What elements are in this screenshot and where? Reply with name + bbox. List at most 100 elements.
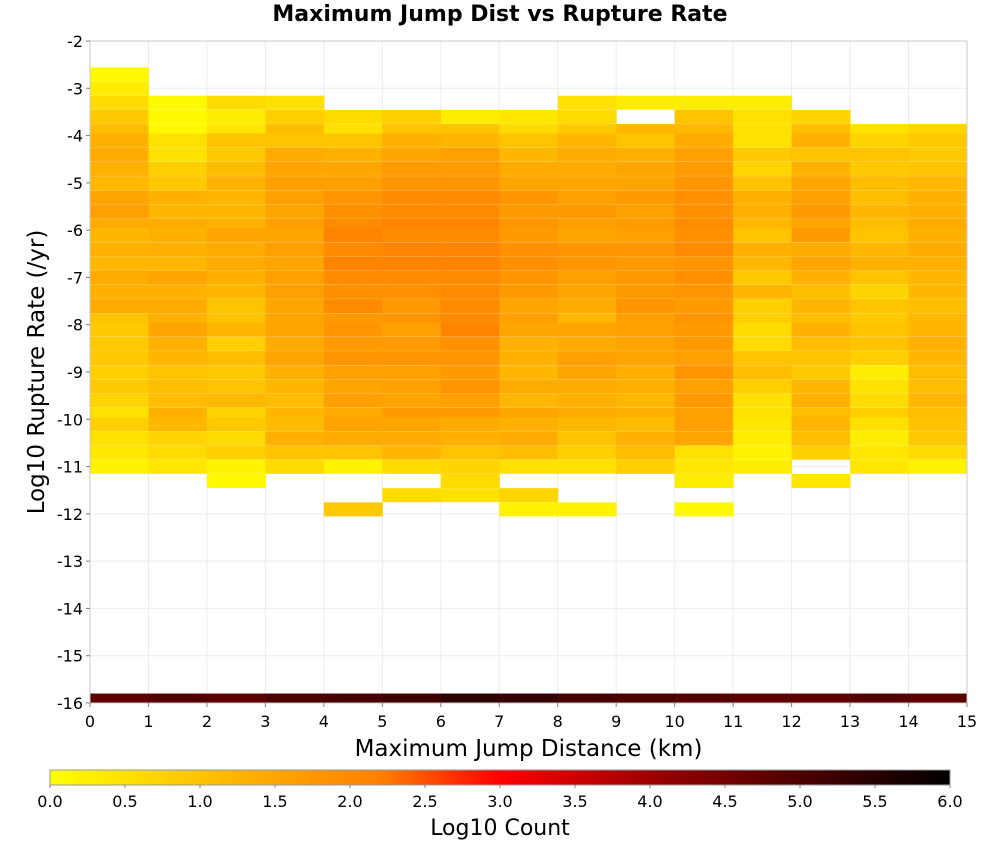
heatmap-cell xyxy=(791,242,851,257)
heatmap-cell xyxy=(90,336,149,351)
heatmap-cell xyxy=(499,242,559,257)
heatmap-cell xyxy=(557,147,617,162)
heatmap-cell xyxy=(90,299,149,314)
heatmap-cell xyxy=(90,393,149,408)
heatmap-cell xyxy=(440,445,500,460)
heatmap-cell xyxy=(90,133,149,148)
heatmap-cell xyxy=(733,379,793,394)
heatmap-cell xyxy=(733,190,793,205)
heatmap-cell xyxy=(850,133,910,148)
heatmap-cell xyxy=(733,147,793,162)
y-tick-label: -6 xyxy=(67,221,83,240)
heatmap-cell xyxy=(265,284,325,299)
heatmap-cell xyxy=(206,147,266,162)
heatmap-cell xyxy=(206,299,266,314)
heatmap-cell xyxy=(499,379,559,394)
heatmap-cell xyxy=(791,161,851,176)
heatmap-cell xyxy=(791,284,851,299)
x-tick-label: 4 xyxy=(319,712,329,731)
heatmap-cell xyxy=(850,228,910,243)
heatmap-cell xyxy=(616,299,676,314)
x-tick-label: 0 xyxy=(85,712,95,731)
heatmap-cell xyxy=(557,161,617,176)
heatmap-cell xyxy=(557,322,617,337)
heatmap-cell xyxy=(206,365,266,380)
heatmap-cell xyxy=(791,270,851,285)
heatmap-cell xyxy=(616,379,676,394)
heatmap-cell xyxy=(499,204,559,219)
heatmap-cell xyxy=(850,417,910,432)
heatmap-cell xyxy=(908,190,968,205)
heatmap-cell xyxy=(90,351,149,366)
heatmap-cell xyxy=(440,393,500,408)
colorbar-tick-label: 3.0 xyxy=(487,792,512,811)
heatmap-cell-baseline xyxy=(674,693,734,703)
heatmap-cell xyxy=(791,431,851,446)
heatmap-cell xyxy=(557,445,617,460)
heatmap-cell xyxy=(616,284,676,299)
heatmap-cell xyxy=(382,190,442,205)
heatmap-cell xyxy=(908,161,968,176)
heatmap-cell xyxy=(908,393,968,408)
heatmap-cell xyxy=(148,365,208,380)
y-tick-label: -12 xyxy=(57,505,83,524)
heatmap-cell xyxy=(265,109,325,124)
heatmap-cell xyxy=(499,109,559,124)
heatmap-cell xyxy=(90,204,149,219)
heatmap-cell xyxy=(90,109,149,124)
heatmap-cell xyxy=(382,379,442,394)
heatmap-cell xyxy=(850,393,910,408)
heatmap-cell xyxy=(148,204,208,219)
heatmap-cell xyxy=(908,431,968,446)
heatmap-cell xyxy=(499,488,559,503)
heatmap-cell xyxy=(557,284,617,299)
heatmap-cell xyxy=(440,365,500,380)
heatmap-cell xyxy=(908,133,968,148)
heatmap-cell xyxy=(850,270,910,285)
heatmap-cell xyxy=(791,365,851,380)
heatmap-cell xyxy=(323,299,383,314)
heatmap-cell xyxy=(440,133,500,148)
heatmap-cell xyxy=(733,459,793,474)
heatmap-cell xyxy=(733,176,793,191)
heatmap-cell xyxy=(90,95,149,110)
heatmap-cell xyxy=(791,190,851,205)
heatmap-cell xyxy=(206,417,266,432)
heatmap-cell xyxy=(908,242,968,257)
heatmap-cell xyxy=(323,417,383,432)
heatmap-cell xyxy=(323,365,383,380)
x-tick-label: 2 xyxy=(202,712,212,731)
x-tick-label: 5 xyxy=(377,712,387,731)
heatmap-cell xyxy=(850,322,910,337)
heatmap-cell xyxy=(323,176,383,191)
heatmap-cell xyxy=(148,95,208,110)
heatmap-cell xyxy=(499,445,559,460)
heatmap-cell xyxy=(382,488,442,503)
heatmap-cell xyxy=(674,133,734,148)
heatmap-cell xyxy=(148,379,208,394)
heatmap-cell xyxy=(206,351,266,366)
heatmap-cell xyxy=(206,109,266,124)
heatmap-cell xyxy=(499,228,559,243)
heatmap-cell xyxy=(733,431,793,446)
heatmap-cell xyxy=(323,109,383,124)
colorbar-tick-label: 2.5 xyxy=(412,792,437,811)
heatmap-cell xyxy=(206,393,266,408)
heatmap-cell xyxy=(265,190,325,205)
heatmap-cell xyxy=(148,284,208,299)
heatmap-cell xyxy=(148,228,208,243)
heatmap-cell xyxy=(382,459,442,474)
heatmap-cell xyxy=(733,351,793,366)
heatmap-cell xyxy=(382,242,442,257)
x-tick-label: 12 xyxy=(781,712,801,731)
heatmap-cell xyxy=(674,95,734,110)
y-tick-label: -9 xyxy=(67,363,83,382)
colorbar-tick-label: 5.5 xyxy=(862,792,887,811)
heatmap-cell xyxy=(323,284,383,299)
heatmap-cell xyxy=(382,147,442,162)
heatmap-cell xyxy=(557,417,617,432)
heatmap-cell xyxy=(265,379,325,394)
x-tick-label: 11 xyxy=(723,712,743,731)
heatmap-cell xyxy=(90,379,149,394)
heatmap-cell xyxy=(499,270,559,285)
